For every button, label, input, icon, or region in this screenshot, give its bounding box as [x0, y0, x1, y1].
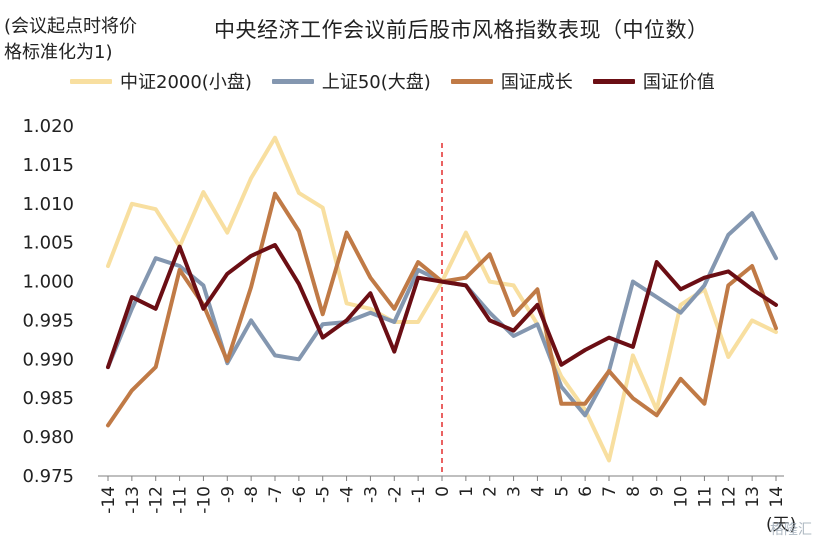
- x-tick-label: 2: [481, 486, 501, 497]
- y-tick-label: 1.005: [22, 233, 74, 254]
- x-tick-label: 1: [457, 486, 477, 497]
- x-tick-label: 13: [743, 486, 763, 508]
- y-tick-label: 1.020: [22, 116, 74, 137]
- legend: 中证2000(小盘) 上证50(大盘) 国证成长 国证价值: [70, 68, 735, 94]
- x-tick-label: -1: [409, 486, 429, 503]
- watermark-logo: 格隆汇: [770, 522, 812, 538]
- x-tick-label: -5: [314, 486, 334, 503]
- x-tick-label: 9: [648, 486, 668, 497]
- x-tick-label: 4: [528, 486, 548, 497]
- x-tick-label: 12: [719, 486, 739, 508]
- x-tick-label: 0: [433, 486, 453, 497]
- y-tick-label: 0.980: [22, 427, 74, 448]
- series-line: [106, 243, 778, 370]
- x-axis-label: (天): [766, 515, 796, 535]
- chart-title: 中央经济工作会议前后股市风格指数表现（中位数）: [214, 18, 709, 42]
- x-tick-label: -2: [385, 486, 405, 503]
- x-tick-label: 10: [672, 486, 692, 508]
- x-tick-label: 11: [695, 486, 715, 508]
- x-tick-label: 7: [600, 486, 620, 497]
- x-tick-label: -7: [266, 486, 286, 503]
- x-tick-label: -8: [242, 486, 262, 503]
- y-axis-note-line1: (会议起点时将价: [4, 16, 138, 37]
- x-tick-label: -9: [218, 486, 238, 503]
- y-tick-label: 0.985: [22, 388, 74, 409]
- x-tick-label: -13: [123, 486, 143, 514]
- legend-item: 上证50(大盘): [271, 68, 431, 94]
- legend-swatch: [271, 78, 314, 84]
- y-tick-label: 1.000: [22, 272, 74, 293]
- legend-label: 国证成长: [500, 72, 573, 93]
- x-tick-label: 3: [505, 486, 525, 497]
- x-tick-label: -11: [171, 486, 191, 514]
- x-tick-label: 5: [552, 486, 572, 497]
- legend-swatch: [592, 78, 635, 84]
- y-axis-note-line2: 格标准化为1): [4, 42, 113, 63]
- legend-label: 国证价值: [642, 72, 715, 93]
- legend-swatch: [450, 78, 493, 84]
- y-tick-label: 1.010: [22, 194, 74, 215]
- x-tick-label: -4: [338, 486, 358, 503]
- x-tick-label: -12: [147, 486, 167, 514]
- legend-swatch: [70, 78, 112, 84]
- y-tick-label: 0.990: [22, 349, 74, 370]
- legend-item: 国证价值: [592, 68, 715, 94]
- x-tick-label: -14: [99, 486, 119, 514]
- legend-item: 中证2000(小盘): [70, 68, 252, 94]
- y-tick-label: 1.015: [22, 155, 74, 176]
- x-tick-label: 8: [624, 486, 644, 497]
- y-tick-label: 0.975: [22, 466, 74, 487]
- x-tick-label: -6: [290, 486, 310, 503]
- y-tick-label: 0.995: [22, 310, 74, 331]
- legend-item: 国证成长: [450, 68, 573, 94]
- x-tick-label: -3: [361, 486, 381, 503]
- x-tick-label: 14: [767, 486, 787, 508]
- legend-label: 上证50(大盘): [321, 72, 431, 93]
- legend-label: 中证2000(小盘): [120, 72, 252, 93]
- x-tick-label: 6: [576, 486, 596, 497]
- y-axis-note: (会议起点时将价 格标准化为1): [4, 14, 137, 66]
- x-tick-label: -10: [194, 486, 214, 514]
